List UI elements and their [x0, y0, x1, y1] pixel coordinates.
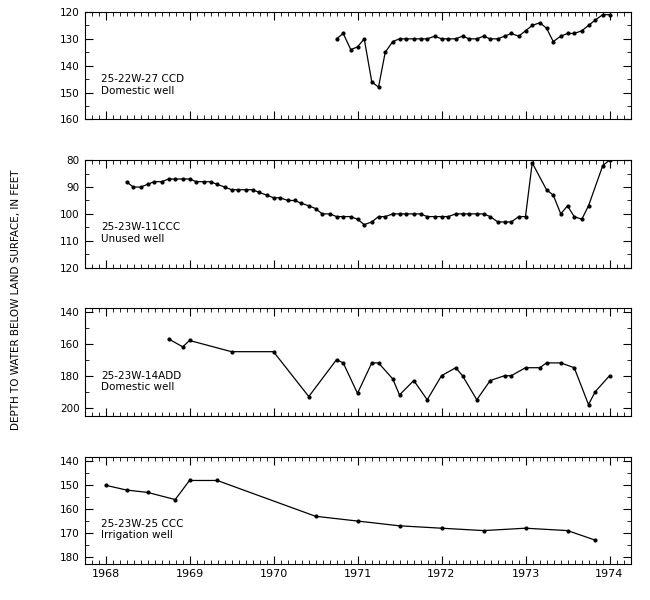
Text: 25-23W-25 CCC
Irrigation well: 25-23W-25 CCC Irrigation well	[101, 519, 183, 541]
Text: 25-23W-11CCC
Unused well: 25-23W-11CCC Unused well	[101, 223, 180, 244]
Text: 25-23W-14ADD
Domestic well: 25-23W-14ADD Domestic well	[101, 371, 181, 392]
Text: 25-22W-27 CCD
Domestic well: 25-22W-27 CCD Domestic well	[101, 74, 184, 96]
Text: DEPTH TO WATER BELOW LAND SURFACE, IN FEET: DEPTH TO WATER BELOW LAND SURFACE, IN FE…	[11, 170, 21, 430]
